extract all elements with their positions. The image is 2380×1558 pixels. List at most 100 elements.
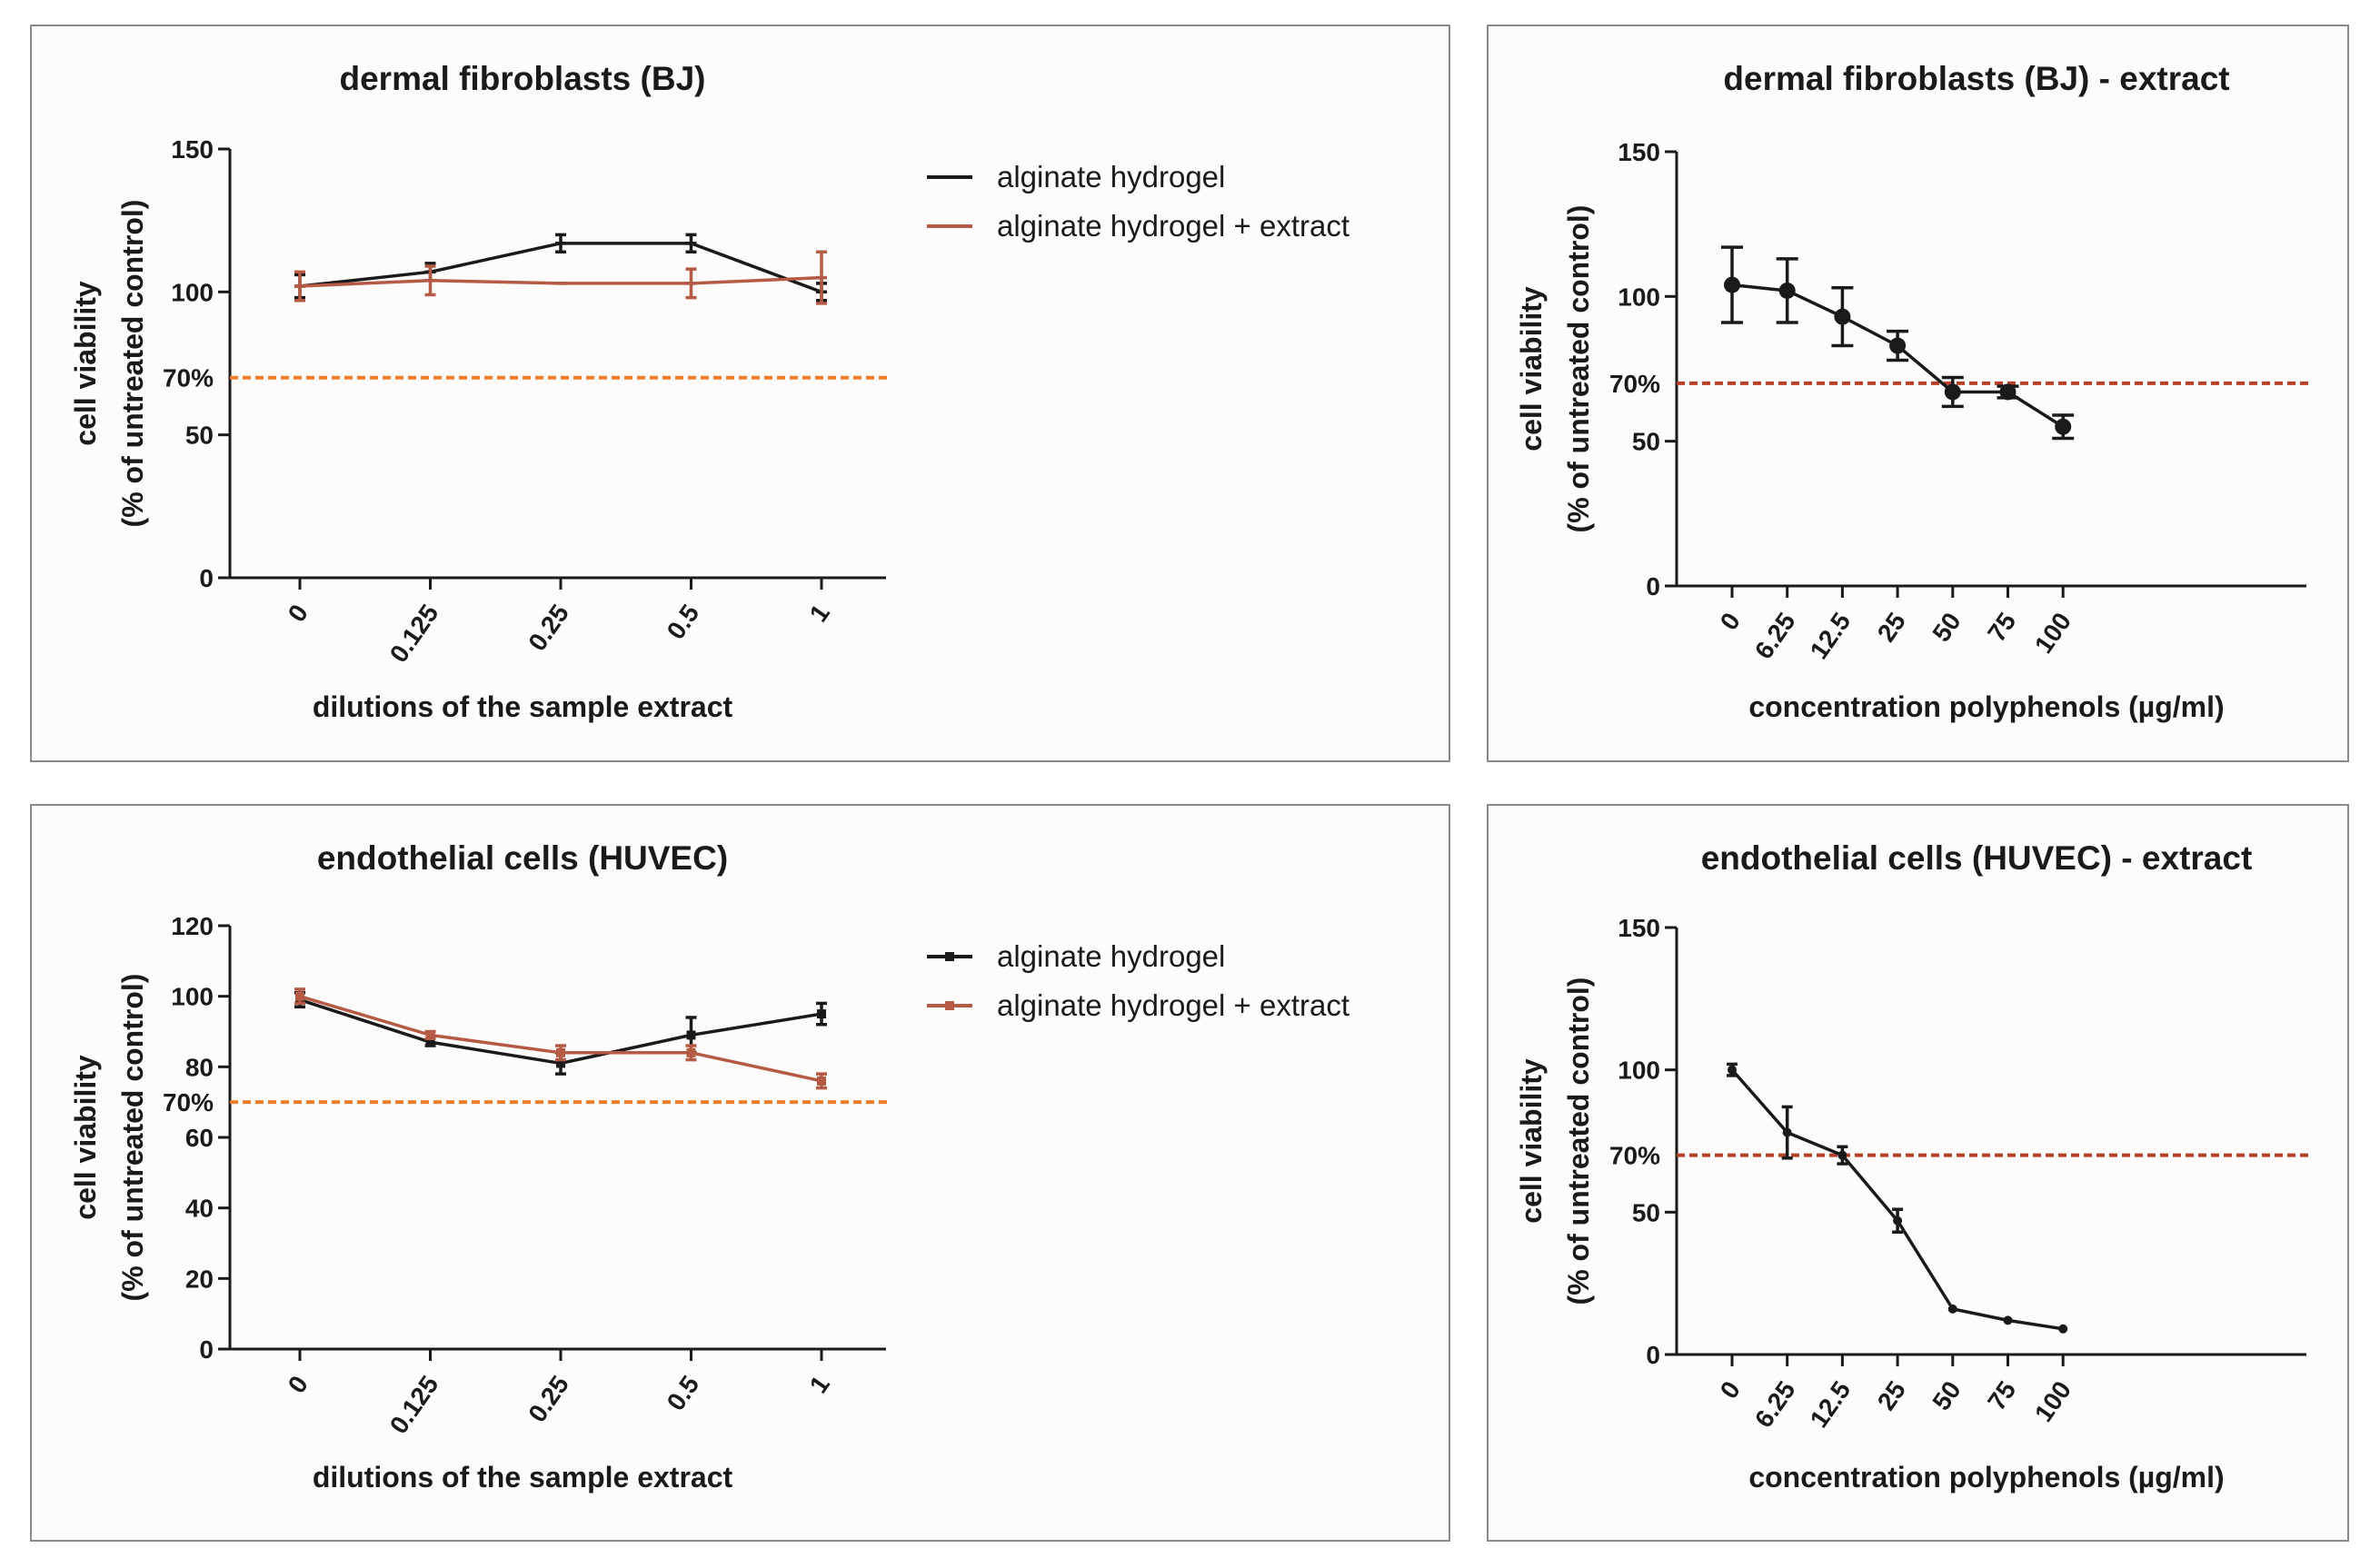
y-tick-label: 100: [171, 278, 214, 306]
y-axis-label: cell viability: [1515, 286, 1548, 452]
chart-title: dermal fibroblasts (BJ) - extract: [1723, 60, 2229, 97]
x-tick-label: 75: [1982, 608, 2021, 647]
x-tick-label: 0: [1715, 1376, 1746, 1404]
y-tick-label: 100: [1618, 1057, 1660, 1085]
x-tick-label: 0: [1715, 608, 1746, 636]
y-axis-label: cell viability: [1515, 1058, 1548, 1224]
x-axis-label: concentration polyphenols (µg/ml): [1748, 1461, 2224, 1493]
y-axis-label: (% of untreated control): [1562, 977, 1595, 1305]
legend-label-0: alginate hydrogel: [997, 160, 1225, 194]
x-tick-label: 0.125: [384, 600, 444, 668]
series-line-0: [1730, 1068, 2064, 1331]
y-tick-label: 50: [1632, 428, 1660, 456]
legend-marker-1: [945, 1001, 954, 1010]
chart-title: endothelial cells (HUVEC) - extract: [1701, 839, 2253, 877]
data-point: [686, 1030, 696, 1040]
y-tick-label: 50: [1632, 1198, 1660, 1226]
x-tick-label: 1: [804, 600, 835, 628]
chart-panel-endothelial-cells: endothelial cells (HUVEC) cell viability (…: [30, 804, 1450, 1542]
x-tick-label: 12.5: [1805, 1376, 1857, 1433]
chart-panel-dermal-fibroblasts-extract: dermal fibroblasts (BJ) - extract cell vi…: [1487, 25, 2349, 762]
chart-title: dermal fibroblasts (BJ): [340, 60, 706, 97]
chart-dermal-fibroblasts: dermal fibroblasts (BJ) cell viability (% …: [69, 60, 1349, 723]
chart-endothelial-cells: endothelial cells (HUVEC) cell viability (…: [69, 839, 1349, 1493]
y-axis-label: cell viability: [69, 281, 102, 446]
data-point: [295, 991, 304, 1001]
data-point: [1724, 276, 1740, 293]
data-point: [1944, 383, 1961, 401]
y-tick-label: 0: [199, 564, 214, 592]
x-tick-label: 25: [1872, 608, 1911, 647]
y-axis-label: (% of untreated control): [116, 974, 149, 1302]
y-tick-label: 0: [1646, 572, 1660, 600]
chart-title: endothelial cells (HUVEC): [317, 839, 728, 877]
x-tick-label: 50: [1927, 1376, 1966, 1415]
x-tick-label: 6.25: [1749, 608, 1801, 664]
x-tick-label: 1: [804, 1371, 835, 1399]
data-point: [2055, 418, 2072, 435]
data-point: [686, 1047, 696, 1057]
x-tick-label: 0: [283, 1371, 314, 1399]
data-point: [556, 1058, 565, 1068]
data-point: [1837, 1150, 1847, 1160]
threshold-label: 70%: [1609, 1142, 1660, 1170]
y-tick-label: 60: [185, 1124, 214, 1152]
data-point: [425, 1030, 435, 1040]
data-point: [1728, 1065, 1737, 1075]
y-tick-label: 50: [185, 422, 214, 450]
y-tick-label: 100: [171, 983, 214, 1011]
y-tick-label: 150: [1618, 138, 1660, 166]
chart-dermal-fibroblasts-extract: dermal fibroblasts (BJ) - extract cell vi…: [1515, 60, 2311, 723]
data-point: [425, 1037, 435, 1047]
data-point: [1999, 383, 2017, 401]
x-axis-label: dilutions of the sample extract: [313, 690, 733, 723]
x-axis-label: concentration polyphenols (µg/ml): [1748, 690, 2224, 723]
data-point: [817, 1076, 826, 1086]
x-tick-label: 6.25: [1749, 1376, 1801, 1433]
chart-endothelial-cells-extract: endothelial cells (HUVEC) - extract cell …: [1515, 839, 2311, 1493]
y-tick-label: 20: [185, 1265, 214, 1293]
data-point: [1834, 308, 1851, 325]
x-tick-label: 0.25: [523, 1371, 574, 1427]
x-tick-label: 100: [2029, 1376, 2076, 1427]
x-tick-label: 25: [1872, 1376, 1911, 1415]
legend-label-1: alginate hydrogel + extract: [997, 988, 1349, 1022]
x-tick-label: 0.125: [384, 1371, 444, 1439]
chart-panel-endothelial-cells-extract: endothelial cells (HUVEC) - extract cell …: [1487, 804, 2349, 1542]
threshold-label: 70%: [163, 364, 214, 392]
y-axis-label: cell viability: [69, 1055, 102, 1220]
x-tick-label: 0: [283, 600, 314, 628]
y-tick-label: 100: [1618, 283, 1660, 311]
x-tick-label: 0.5: [662, 1371, 705, 1416]
y-tick-label: 150: [1618, 914, 1660, 942]
data-point: [556, 1047, 565, 1057]
data-point: [1782, 1127, 1792, 1137]
x-axis-label: dilutions of the sample extract: [313, 1461, 733, 1493]
x-tick-label: 12.5: [1805, 608, 1857, 664]
y-tick-label: 0: [199, 1335, 214, 1364]
y-tick-label: 120: [171, 912, 214, 940]
y-axis-label: (% of untreated control): [1562, 205, 1595, 533]
data-point: [1889, 337, 1907, 354]
y-tick-label: 150: [171, 135, 214, 164]
legend-label-1: alginate hydrogel + extract: [997, 209, 1349, 243]
chart-panel-dermal-fibroblasts: dermal fibroblasts (BJ) cell viability (% …: [30, 25, 1450, 762]
x-tick-label: 50: [1927, 608, 1966, 647]
threshold-label: 70%: [1609, 370, 1660, 398]
x-tick-label: 0.25: [523, 600, 574, 656]
data-point: [2058, 1324, 2068, 1334]
data-point: [1893, 1216, 1903, 1226]
data-point: [817, 1009, 826, 1019]
legend-label-0: alginate hydrogel: [997, 939, 1225, 973]
y-tick-label: 80: [185, 1053, 214, 1081]
x-tick-label: 100: [2029, 608, 2076, 659]
y-tick-label: 0: [1646, 1341, 1660, 1369]
data-point: [2003, 1315, 2013, 1325]
threshold-label: 70%: [163, 1088, 214, 1116]
legend-marker-0: [945, 952, 954, 961]
data-point: [1778, 282, 1796, 299]
x-tick-label: 75: [1982, 1376, 2021, 1415]
y-tick-label: 40: [185, 1195, 214, 1223]
data-point: [1947, 1304, 1957, 1314]
y-axis-label: (% of untreated control): [116, 200, 149, 528]
